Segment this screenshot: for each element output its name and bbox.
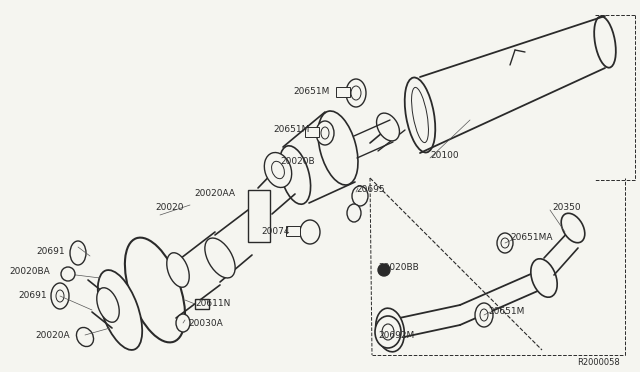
- Text: 20020BB: 20020BB: [378, 263, 419, 273]
- Ellipse shape: [264, 153, 292, 187]
- Text: 20651MA: 20651MA: [510, 234, 552, 243]
- Ellipse shape: [280, 146, 310, 204]
- Ellipse shape: [176, 314, 190, 332]
- Ellipse shape: [347, 204, 361, 222]
- Ellipse shape: [51, 283, 69, 309]
- Text: 20030A: 20030A: [188, 318, 223, 327]
- Text: 20691: 20691: [19, 291, 47, 299]
- Ellipse shape: [97, 288, 119, 322]
- Text: 20651M: 20651M: [488, 308, 524, 317]
- Text: 20074: 20074: [262, 228, 290, 237]
- Ellipse shape: [376, 113, 399, 141]
- Text: 20692M: 20692M: [378, 330, 414, 340]
- Text: 20651M: 20651M: [294, 87, 330, 96]
- Ellipse shape: [300, 220, 320, 244]
- Ellipse shape: [404, 77, 435, 153]
- Bar: [286, 226, 300, 236]
- Ellipse shape: [98, 270, 142, 350]
- Text: 20611N: 20611N: [195, 298, 230, 308]
- Text: R2000058: R2000058: [577, 358, 620, 367]
- Ellipse shape: [531, 259, 557, 297]
- Ellipse shape: [76, 327, 93, 347]
- Bar: [248, 190, 270, 242]
- Text: 20695: 20695: [356, 186, 385, 195]
- Ellipse shape: [561, 213, 585, 243]
- Ellipse shape: [375, 316, 401, 348]
- Text: 20350: 20350: [552, 203, 580, 212]
- Text: 20100: 20100: [430, 151, 459, 160]
- Ellipse shape: [318, 111, 358, 185]
- Text: 20020B: 20020B: [280, 157, 315, 167]
- Ellipse shape: [346, 79, 366, 107]
- Ellipse shape: [352, 186, 368, 206]
- Ellipse shape: [475, 303, 493, 327]
- Text: 20020: 20020: [155, 203, 184, 212]
- Text: 20651M: 20651M: [274, 125, 310, 135]
- Text: 20020A: 20020A: [35, 330, 70, 340]
- Text: 20020BA: 20020BA: [9, 267, 50, 276]
- Ellipse shape: [167, 253, 189, 287]
- Ellipse shape: [497, 233, 513, 253]
- Text: 20020AA: 20020AA: [194, 189, 235, 198]
- Ellipse shape: [70, 241, 86, 265]
- Ellipse shape: [378, 264, 390, 276]
- Text: 20691: 20691: [36, 247, 65, 257]
- Ellipse shape: [61, 267, 75, 281]
- Ellipse shape: [316, 121, 334, 145]
- Ellipse shape: [376, 308, 404, 352]
- Ellipse shape: [205, 238, 235, 278]
- Ellipse shape: [125, 238, 185, 342]
- Bar: [195, 299, 209, 309]
- Bar: [305, 127, 319, 137]
- Ellipse shape: [594, 16, 616, 68]
- Bar: [336, 87, 350, 97]
